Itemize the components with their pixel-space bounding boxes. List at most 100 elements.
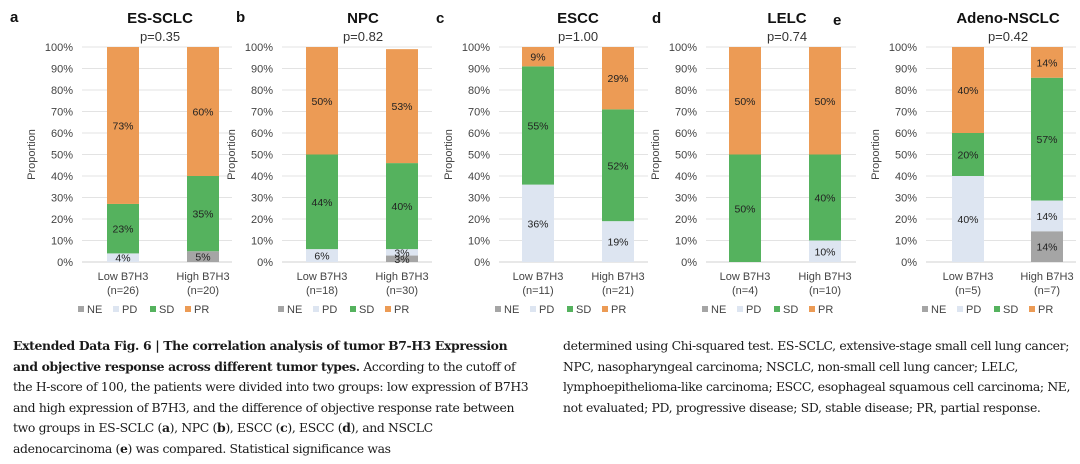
y-tick-label: 30% <box>895 193 917 205</box>
y-tick-label: 30% <box>51 193 73 205</box>
legend-swatch-sd <box>150 306 156 312</box>
x-tick-sample-size: (n=5) <box>955 285 981 297</box>
legend-swatch-ne <box>922 306 928 312</box>
y-tick-label: 90% <box>675 64 697 76</box>
y-tick-label: 20% <box>251 214 273 226</box>
y-tick-label: 20% <box>468 214 490 226</box>
caption-text: According to the cutoff of the H-score o… <box>13 358 529 436</box>
y-axis-label: Proportion <box>26 129 38 180</box>
legend-label: NE <box>87 304 102 316</box>
y-tick-label: 0% <box>57 257 73 269</box>
legend-label: PD <box>539 304 554 316</box>
x-tick-sample-size: (n=18) <box>306 285 338 297</box>
x-tick-sample-size: (n=11) <box>522 285 553 297</box>
y-tick-label: 10% <box>468 236 490 248</box>
legend-label: SD <box>159 304 174 316</box>
y-tick-label: 70% <box>895 107 917 119</box>
x-tick-sample-size: (n=20) <box>187 285 219 297</box>
bar-segment-sd <box>952 133 984 176</box>
figure-panels: a ES-SCLC p=0.35 0% 10% 20% 30% 40% 50% 60% 70% 80%… <box>10 9 1076 316</box>
bar-segment-pr <box>107 47 139 204</box>
x-tick-label: Low B7H3 <box>98 271 149 283</box>
y-tick-label: 100% <box>45 42 73 54</box>
data-label: 52% <box>607 160 628 172</box>
bar-segment-pd <box>952 176 984 262</box>
bar-segment-sd <box>602 109 634 222</box>
bar-segment-pd <box>107 253 139 262</box>
y-tick-label: 90% <box>51 64 73 76</box>
data-label: 19% <box>607 237 628 249</box>
chart-p-value: p=0.74 <box>767 29 807 44</box>
data-label: 14% <box>1036 211 1057 223</box>
panel-letter: c <box>436 10 444 27</box>
y-tick-label: 10% <box>895 236 917 248</box>
data-label: 35% <box>192 209 213 221</box>
caption-ref-a: a <box>161 420 170 436</box>
chart-p-value: p=0.42 <box>988 29 1028 44</box>
y-tick-label: 50% <box>468 150 490 162</box>
data-label: 36% <box>527 218 548 230</box>
y-tick-label: 10% <box>251 236 273 248</box>
data-label: 50% <box>311 96 332 108</box>
y-tick-label: 50% <box>51 150 73 162</box>
legend-label: PD <box>746 304 761 316</box>
bar-segment-ne <box>1031 231 1063 262</box>
data-label: 3% <box>394 247 409 259</box>
data-label: 55% <box>527 120 548 132</box>
panel-letter: b <box>236 9 245 26</box>
y-tick-label: 30% <box>675 193 697 205</box>
data-label: 5% <box>195 252 210 264</box>
y-tick-label: 70% <box>51 107 73 119</box>
x-tick-label: High B7H3 <box>798 271 851 283</box>
bar-segment-pd <box>522 184 554 262</box>
y-tick-label: 30% <box>251 193 273 205</box>
legend-label: NE <box>931 304 946 316</box>
legend-swatch-sd <box>774 306 780 312</box>
legend-swatch-ne <box>278 306 284 312</box>
caption-text: ) was compared. Statistical significance… <box>127 440 391 456</box>
y-tick-label: 80% <box>251 85 273 97</box>
legend-swatch-sd <box>350 306 356 312</box>
data-label: 29% <box>607 73 628 85</box>
panel-letter: a <box>10 9 19 26</box>
data-label: 57% <box>1036 134 1057 146</box>
caption-title: Extended Data Fig. 6 | The correlation a… <box>13 338 508 374</box>
y-tick-label: 10% <box>675 236 697 248</box>
y-tick-label: 50% <box>675 150 697 162</box>
y-tick-label: 0% <box>901 257 917 269</box>
y-tick-label: 60% <box>251 128 273 140</box>
data-label: 20% <box>957 150 978 162</box>
y-tick-label: 0% <box>681 257 697 269</box>
y-tick-label: 40% <box>51 171 73 183</box>
legend-label: PD <box>322 304 337 316</box>
bar-segment-pr <box>386 49 418 164</box>
legend-label: SD <box>783 304 798 316</box>
legend-swatch-ne <box>702 306 708 312</box>
bar-segment-pd <box>602 221 634 262</box>
bar-segment-pr <box>952 47 984 133</box>
y-tick-label: 80% <box>895 85 917 97</box>
x-tick-label: High B7H3 <box>375 271 428 283</box>
data-label: 60% <box>192 107 213 119</box>
legend-label: NE <box>711 304 726 316</box>
legend-label: PD <box>966 304 981 316</box>
x-tick-sample-size: (n=30) <box>386 285 418 297</box>
legend-swatch-pr <box>602 306 608 312</box>
bar-segment-sd <box>809 154 841 241</box>
caption-text: ), ESCC ( <box>287 420 343 436</box>
y-axis-label: Proportion <box>226 129 238 180</box>
data-label: 14% <box>1036 242 1057 254</box>
y-tick-label: 20% <box>895 214 917 226</box>
y-tick-label: 70% <box>251 107 273 119</box>
bar-segment-sd <box>187 176 219 252</box>
y-tick-label: 40% <box>675 171 697 183</box>
bar-segment-ne <box>187 251 219 262</box>
bar-segment-pr <box>1031 47 1063 78</box>
figure-caption-right: determined using Chi-squared test. ES-SC… <box>563 338 1071 415</box>
legend-swatch-pr <box>809 306 815 312</box>
legend-swatch-pr <box>185 306 191 312</box>
chart-title: Adeno-NSCLC <box>956 10 1059 27</box>
y-tick-label: 0% <box>474 257 490 269</box>
legend-swatch-pd <box>530 306 536 312</box>
bar-segment-pr <box>187 47 219 176</box>
